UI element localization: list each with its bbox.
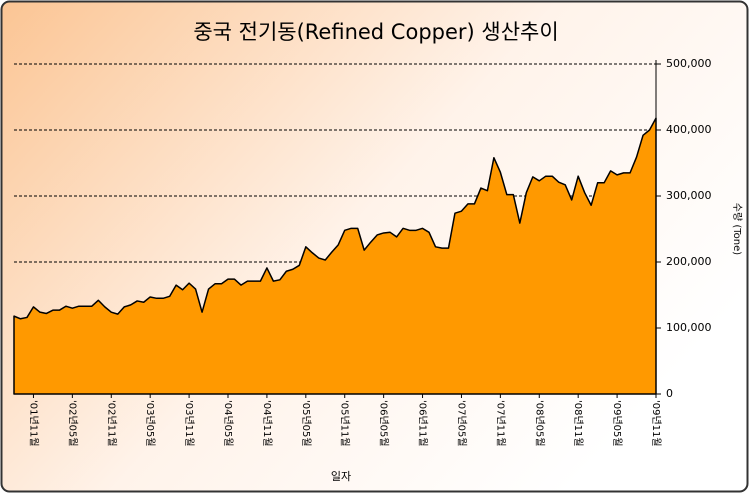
chart-title: 중국 전기동(Refined Copper) 생산추이: [193, 20, 558, 44]
x-tick-label: '06년05월: [378, 400, 390, 447]
x-tick-label: '09년11월: [650, 400, 662, 447]
x-tick-label: '04년11월: [261, 400, 273, 447]
x-tick-label: '08년05월: [533, 400, 545, 447]
x-tick-label: '01년11월: [27, 400, 39, 447]
x-tick-label: '04년05월: [222, 400, 234, 447]
axes: 0 100,000 200,000 300,000 400,000 500,000 '01년…: [14, 57, 712, 447]
x-tick-label: '08년11월: [572, 400, 584, 447]
y-tick-label: 500,000: [666, 57, 712, 70]
x-tick-label: '07년05월: [455, 400, 467, 447]
y-tick-label: 0: [666, 387, 673, 400]
y-axis-title: 수량 (Tone): [731, 203, 743, 255]
x-tick-label: '06년11월: [417, 400, 429, 447]
y-tick-label: 300,000: [666, 189, 712, 202]
x-tick-label: '09년05월: [611, 400, 623, 447]
area: [13, 117, 657, 395]
x-tick-label: '02년11월: [105, 400, 117, 447]
x-tick-label: '03년05월: [144, 400, 156, 447]
plot: [13, 117, 657, 395]
y-tick-label: 100,000: [666, 321, 712, 334]
x-tick-label: '03년11월: [183, 400, 195, 447]
x-tick-label: '07년11월: [494, 400, 506, 447]
y-tick-label: 400,000: [666, 123, 712, 136]
x-tick-label: '05년11월: [339, 400, 351, 447]
y-tick-label: 200,000: [666, 255, 712, 268]
x-axis-title: 일자: [331, 469, 351, 483]
x-tick-label: '02년05월: [66, 400, 78, 447]
x-tick-label: '05년05월: [300, 400, 312, 447]
